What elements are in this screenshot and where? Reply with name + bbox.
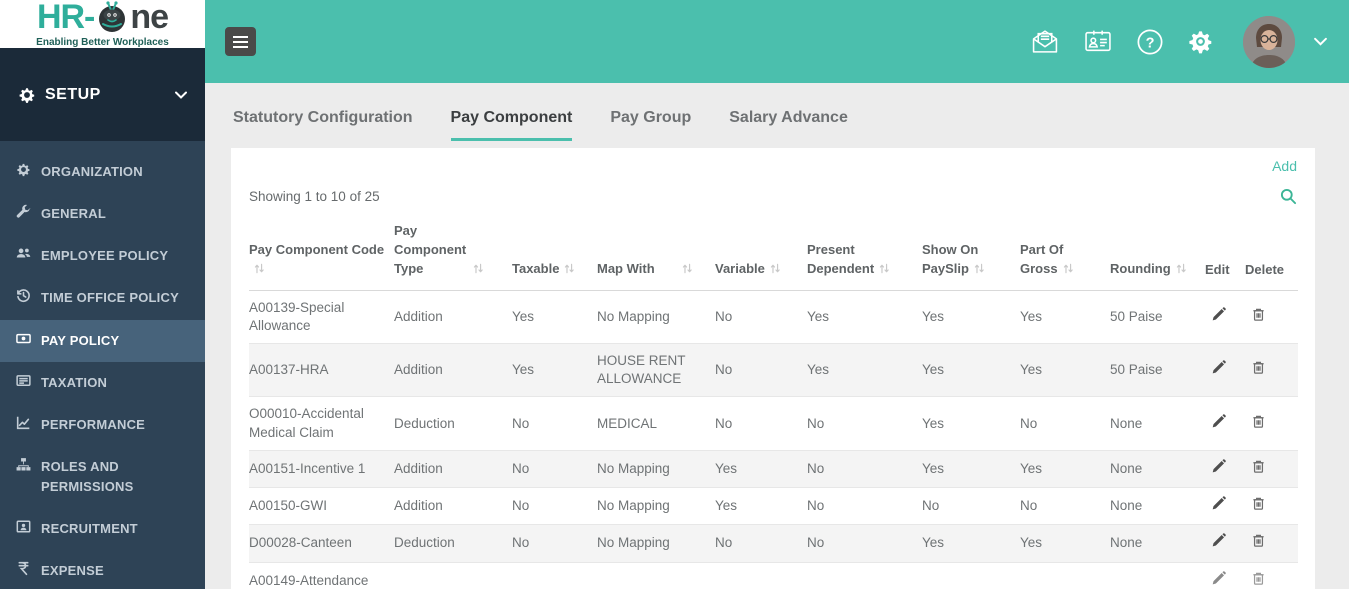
sort-icon[interactable] bbox=[1062, 261, 1074, 280]
sidebar-item-employee-policy[interactable]: EMPLOYEE POLICY bbox=[0, 235, 205, 277]
sort-icon[interactable] bbox=[1175, 261, 1187, 280]
sidebar: HR- ne Enabling Better Workplaces bbox=[0, 0, 205, 589]
col-header-taxable[interactable]: Taxable bbox=[512, 216, 597, 291]
account-menu-chevron-icon[interactable] bbox=[1314, 37, 1327, 46]
sidebar-item-performance[interactable]: PERFORMANCE bbox=[0, 404, 205, 446]
money-icon bbox=[16, 331, 33, 346]
rupee-icon bbox=[16, 561, 33, 576]
sidebar-item-roles-and-permissions[interactable]: ROLES AND PERMISSIONS bbox=[0, 446, 205, 508]
trash-icon[interactable] bbox=[1251, 414, 1266, 429]
add-button[interactable]: Add bbox=[1272, 158, 1297, 174]
pay-component-card: Add Showing 1 to 10 of 25 Pay Component … bbox=[231, 148, 1315, 589]
sidebar-item-expense[interactable]: EXPENSE bbox=[0, 550, 205, 589]
sidebar-toggle-button[interactable] bbox=[225, 27, 256, 56]
sidebar-nav: ORGANIZATION GENERAL EMPLOYEE POLICY TIM… bbox=[0, 141, 205, 589]
sort-icon[interactable] bbox=[681, 261, 693, 280]
table-row: O00010-Accidental Medical Claim Deductio… bbox=[249, 396, 1298, 450]
col-header-present-dependent[interactable]: Present Dependent bbox=[807, 216, 922, 291]
sidebar-item-general[interactable]: GENERAL bbox=[0, 193, 205, 235]
col-header-pay-component-code[interactable]: Pay Component Code bbox=[249, 216, 394, 291]
search-icon[interactable] bbox=[1280, 188, 1297, 205]
sort-icon[interactable] bbox=[563, 261, 575, 280]
col-header-part-of-gross[interactable]: Part Of Gross bbox=[1020, 216, 1110, 291]
sidebar-item-recruitment[interactable]: RECRUITMENT bbox=[0, 508, 205, 550]
cogs-icon bbox=[18, 86, 36, 104]
table-row: A00151-Incentive 1 Addition No No Mappin… bbox=[249, 450, 1298, 488]
table-row: A00137-HRA Addition Yes HOUSE RENT ALLOW… bbox=[249, 343, 1298, 397]
help-icon[interactable]: ? bbox=[1136, 28, 1164, 56]
user-avatar[interactable] bbox=[1243, 15, 1295, 68]
edit-icon[interactable] bbox=[1211, 413, 1226, 429]
sitemap-icon bbox=[16, 457, 33, 472]
col-header-edit: Edit bbox=[1205, 216, 1245, 291]
sidebar-item-pay-policy[interactable]: PAY POLICY bbox=[0, 319, 205, 362]
table-row: A00139-Special Allowance Addition Yes No… bbox=[249, 290, 1298, 343]
brand-tagline: Enabling Better Workplaces bbox=[36, 37, 169, 48]
svg-text:?: ? bbox=[1146, 35, 1155, 51]
gear-icon bbox=[16, 162, 33, 177]
sort-icon[interactable] bbox=[472, 261, 484, 280]
tab-statutory-configuration[interactable]: Statutory Configuration bbox=[233, 109, 413, 126]
col-header-pay-component-type[interactable]: Pay Component Type bbox=[394, 216, 512, 291]
col-header-map-with[interactable]: Map With bbox=[597, 216, 715, 291]
table-header-row: Pay Component Code Pay Component Type Ta… bbox=[249, 216, 1298, 291]
sidebar-section-label: SETUP bbox=[45, 85, 101, 103]
trash-icon[interactable] bbox=[1251, 360, 1266, 375]
sort-icon[interactable] bbox=[769, 261, 781, 280]
table-row: D00028-Canteen Deduction No No Mapping N… bbox=[249, 524, 1298, 562]
wrench-icon bbox=[16, 204, 33, 219]
sidebar-item-organization[interactable]: ORGANIZATION bbox=[0, 151, 205, 193]
sidebar-item-taxation[interactable]: TAXATION bbox=[0, 362, 205, 404]
tab-pay-component[interactable]: Pay Component bbox=[450, 109, 573, 141]
sidebar-section-setup[interactable]: SETUP bbox=[0, 48, 205, 141]
settings-icon[interactable] bbox=[1187, 28, 1214, 55]
tab-pay-group[interactable]: Pay Group bbox=[610, 109, 692, 126]
sort-icon[interactable] bbox=[253, 261, 265, 280]
top-header-bar: ? bbox=[205, 0, 1349, 83]
trash-icon[interactable] bbox=[1251, 496, 1266, 511]
chart-line-icon bbox=[16, 415, 33, 430]
trash-icon[interactable] bbox=[1251, 307, 1266, 322]
edit-icon[interactable] bbox=[1211, 459, 1226, 474]
sidebar-item-time-office-policy[interactable]: TIME OFFICE POLICY bbox=[0, 277, 205, 319]
edit-icon[interactable] bbox=[1211, 533, 1226, 548]
content-area: Statutory Configuration Pay Component Pa… bbox=[205, 83, 1349, 589]
edit-icon[interactable] bbox=[1211, 360, 1226, 375]
logo-text-ne: ne bbox=[130, 0, 169, 36]
chevron-down-icon bbox=[175, 86, 187, 104]
tab-bar: Statutory Configuration Pay Component Pa… bbox=[231, 83, 1315, 141]
edit-icon[interactable] bbox=[1211, 570, 1226, 586]
brand-logo[interactable]: HR- ne Enabling Better Workplaces bbox=[0, 0, 205, 48]
pay-component-table: Pay Component Code Pay Component Type Ta… bbox=[249, 216, 1298, 589]
col-header-rounding[interactable]: Rounding bbox=[1110, 216, 1205, 291]
sort-icon[interactable] bbox=[973, 261, 985, 280]
trash-icon[interactable] bbox=[1251, 533, 1266, 548]
showing-count-text: Showing 1 to 10 of 25 bbox=[249, 188, 380, 204]
logo-text-hr: HR- bbox=[36, 0, 95, 36]
newspaper-icon bbox=[16, 373, 33, 388]
tab-salary-advance[interactable]: Salary Advance bbox=[729, 109, 848, 126]
sort-icon[interactable] bbox=[878, 261, 890, 280]
edit-icon[interactable] bbox=[1211, 306, 1226, 322]
table-row: A00150-GWI Addition No No Mapping Yes No… bbox=[249, 487, 1298, 525]
col-header-show-on-payslip[interactable]: Show On PaySlip bbox=[922, 216, 1020, 291]
users-icon bbox=[16, 246, 33, 261]
table-row: A00149-Attendance bbox=[249, 562, 1298, 589]
main-area: ? Statutory Configuration Pay Component … bbox=[205, 0, 1349, 589]
history-icon bbox=[16, 288, 33, 303]
bee-mascot-icon bbox=[95, 0, 129, 34]
edit-icon[interactable] bbox=[1211, 496, 1226, 511]
person-card-icon bbox=[16, 519, 33, 534]
col-header-variable[interactable]: Variable bbox=[715, 216, 807, 291]
trash-icon[interactable] bbox=[1251, 459, 1266, 474]
col-header-delete: Delete bbox=[1245, 216, 1298, 291]
trash-icon[interactable] bbox=[1251, 571, 1266, 586]
id-card-icon[interactable] bbox=[1083, 28, 1113, 55]
mail-request-icon[interactable] bbox=[1030, 28, 1060, 55]
